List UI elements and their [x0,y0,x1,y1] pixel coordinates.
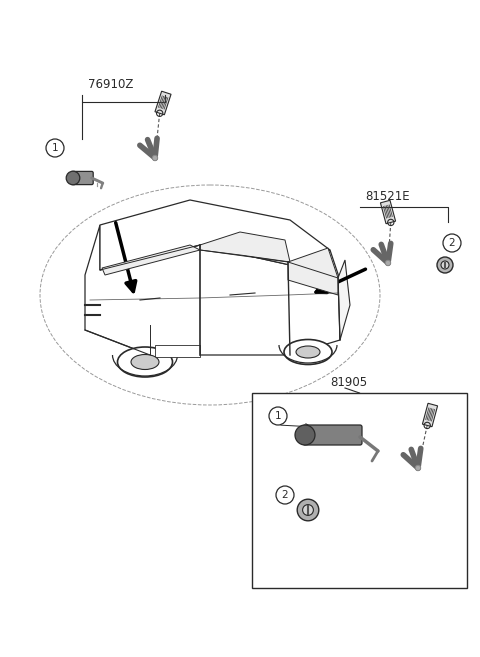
Text: 1: 1 [275,411,281,421]
Bar [155,345,200,357]
Bar [252,393,467,588]
Polygon shape [381,200,396,224]
Text: 1: 1 [52,143,58,153]
Text: 76910Z: 76910Z [88,78,133,91]
Circle shape [295,425,315,445]
Circle shape [443,234,461,252]
Polygon shape [422,403,438,426]
Polygon shape [85,225,340,355]
Circle shape [385,260,391,265]
FancyBboxPatch shape [72,171,93,185]
Polygon shape [338,260,350,340]
Text: 81521E: 81521E [365,190,409,203]
Polygon shape [200,232,290,262]
Ellipse shape [284,340,332,365]
Circle shape [152,155,158,161]
Circle shape [269,407,287,425]
Circle shape [437,257,453,273]
Polygon shape [288,248,338,295]
Circle shape [415,465,420,470]
Polygon shape [155,91,171,115]
Text: 81905: 81905 [330,376,367,389]
Circle shape [66,171,80,185]
Circle shape [441,261,449,269]
Ellipse shape [118,347,172,377]
Polygon shape [102,245,200,275]
Circle shape [302,505,313,515]
Circle shape [297,499,319,521]
Text: 2: 2 [449,238,456,248]
Circle shape [276,486,294,504]
FancyBboxPatch shape [303,425,362,445]
Text: 2: 2 [282,490,288,500]
Ellipse shape [131,355,159,369]
Polygon shape [100,200,330,270]
Ellipse shape [296,346,320,358]
Circle shape [46,139,64,157]
